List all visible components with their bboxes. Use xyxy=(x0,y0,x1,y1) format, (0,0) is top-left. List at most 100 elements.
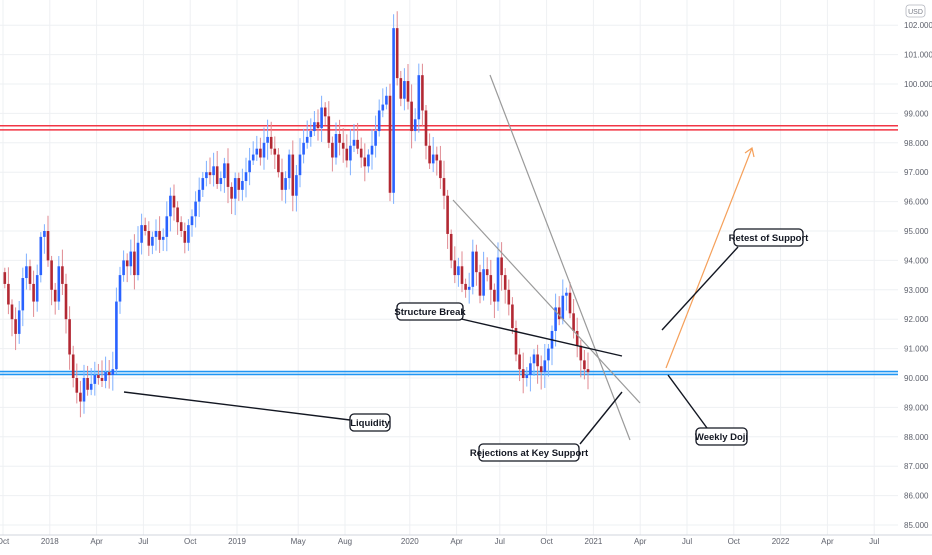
candle xyxy=(269,121,273,155)
candle-body xyxy=(543,360,547,373)
candle xyxy=(392,14,395,204)
candle-body xyxy=(46,231,50,261)
candle-body xyxy=(482,269,485,296)
annotation-callout[interactable]: Retest of Support xyxy=(729,228,810,247)
candle-body xyxy=(349,145,352,161)
candle xyxy=(442,160,446,210)
candle-body xyxy=(53,289,57,302)
candle-body xyxy=(205,172,208,179)
candle-body xyxy=(115,301,118,370)
callout-label: Liquidity xyxy=(350,418,390,429)
candle-body xyxy=(514,328,518,355)
candle xyxy=(233,172,237,216)
callout-label: Retest of Support xyxy=(729,233,810,244)
candle xyxy=(453,246,457,284)
candle-body xyxy=(586,369,590,373)
candle-body xyxy=(370,145,374,155)
candle xyxy=(403,68,406,111)
candle-body xyxy=(194,201,197,217)
candle xyxy=(460,251,464,293)
candle xyxy=(395,11,399,86)
candle xyxy=(32,270,35,317)
candle-body xyxy=(341,142,345,149)
price-axis[interactable]: USD 85.000 86.000 87.000 88.000 89.000 90.000… xyxy=(904,4,932,530)
candle-body xyxy=(496,257,500,302)
candle-body xyxy=(345,148,349,161)
candle xyxy=(284,171,287,204)
x-tick-label: Apr xyxy=(90,537,103,546)
candle xyxy=(35,264,39,312)
candle xyxy=(406,64,410,110)
candle xyxy=(197,177,201,217)
candle-body xyxy=(104,372,107,381)
candle xyxy=(208,157,212,185)
candle-body xyxy=(32,283,35,302)
candle xyxy=(212,152,215,187)
y-tick-label: 85.000 xyxy=(904,521,929,530)
candle-body xyxy=(388,95,392,193)
y-tick-label: 98.000 xyxy=(904,139,929,148)
retest-pointer xyxy=(661,246,739,331)
candle-body xyxy=(241,181,244,190)
candle xyxy=(194,191,197,228)
annotation-callout[interactable]: Structure Break xyxy=(394,302,466,321)
candle-body xyxy=(28,266,32,284)
candle-body xyxy=(147,231,151,246)
candle xyxy=(475,244,478,286)
candle xyxy=(147,221,151,256)
candle xyxy=(565,287,568,311)
candle xyxy=(485,257,489,282)
candle xyxy=(370,129,374,170)
callout-box xyxy=(349,413,391,432)
candle xyxy=(190,209,194,237)
candle xyxy=(521,352,525,394)
candle-body xyxy=(244,172,248,182)
candle xyxy=(525,366,529,387)
candle-body xyxy=(291,154,295,196)
candle-body xyxy=(395,28,399,79)
candle xyxy=(79,380,82,418)
candle xyxy=(277,148,280,178)
candle-body xyxy=(417,75,421,120)
candle-body xyxy=(561,295,565,320)
candle-body xyxy=(43,231,46,237)
candle xyxy=(10,299,14,337)
annotation-callout[interactable]: Liquidity xyxy=(349,413,391,432)
candle-body xyxy=(219,178,223,184)
callout-label: Weekly Doji xyxy=(695,432,748,443)
candle xyxy=(352,124,356,153)
candle-body xyxy=(460,266,464,284)
candle xyxy=(165,201,169,252)
usd-badge xyxy=(905,4,926,18)
candle-body xyxy=(453,260,457,276)
x-tick-label: Oct xyxy=(540,537,553,546)
annotation-callouts: Structure Break Liquidity Rejections at Ke… xyxy=(349,228,810,462)
y-tick-label: 87.000 xyxy=(904,462,929,471)
candle xyxy=(431,136,435,173)
candle xyxy=(349,129,352,176)
time-axis[interactable]: Oct 2018 Apr Jul Oct 2019 May Aug 2020 Apr Jul Oct 2… xyxy=(0,534,932,546)
candle xyxy=(215,150,219,189)
trend-drawings xyxy=(123,74,755,445)
candle xyxy=(388,83,392,202)
candle xyxy=(248,147,251,186)
y-tick-label: 92.000 xyxy=(904,315,929,324)
x-tick-label: 2022 xyxy=(772,537,790,546)
candle xyxy=(125,253,129,283)
annotation-callout[interactable]: Rejections at Key Support xyxy=(470,443,589,462)
candle-body xyxy=(302,142,305,155)
candle-body xyxy=(410,101,413,132)
candle-body xyxy=(471,251,475,287)
candle xyxy=(237,172,241,201)
candle xyxy=(187,219,190,251)
candle xyxy=(68,306,71,370)
candle xyxy=(241,168,244,201)
candle-body xyxy=(262,142,266,158)
candle xyxy=(493,283,496,319)
y-tick-label: 97.000 xyxy=(904,168,929,177)
candle-body xyxy=(413,119,417,132)
annotation-callout[interactable]: Weekly Doji xyxy=(695,427,748,446)
candle xyxy=(399,70,403,107)
candle xyxy=(496,242,500,311)
